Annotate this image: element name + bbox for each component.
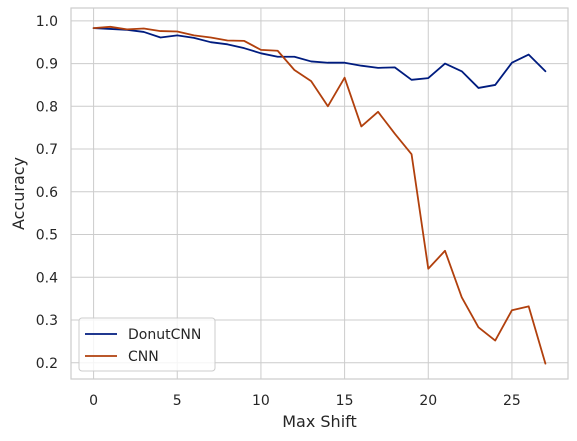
legend-label-cnn: CNN [128,349,159,365]
y-tick-label: 0.6 [36,185,58,201]
series-line-donutcnn [92,27,547,89]
legend-label-donutcnn: DonutCNN [128,327,201,343]
series-line-cnn [92,25,547,365]
y-tick-label: 1.0 [36,14,58,30]
tick-labels: 0 5 10 15 20 25 0.2 0.3 0.4 0.5 0.6 0.7 0.8 0.9 1.0 [36,14,521,409]
x-tick-label: 25 [503,393,521,409]
legend: DonutCNN CNN [78,317,216,372]
y-tick-label: 0.3 [36,313,58,329]
y-axis-label: Accuracy [9,157,28,230]
x-tick-label: 0 [89,393,98,409]
y-tick-label: 0.8 [36,99,58,115]
y-tick-label: 0.5 [36,228,58,244]
x-tick-label: 20 [419,393,437,409]
y-tick-label: 0.2 [36,356,58,372]
x-tick-label: 5 [173,393,182,409]
grid [71,8,568,379]
plot-frame [70,7,569,380]
y-tick-label: 0.4 [36,270,58,286]
x-axis-label: Max Shift [282,412,357,431]
y-tick-label: 0.9 [36,57,58,73]
x-tick-label: 15 [336,393,354,409]
series-layer [92,25,547,365]
x-tick-label: 10 [252,393,270,409]
legend-box [78,317,216,372]
y-tick-label: 0.7 [36,142,58,158]
